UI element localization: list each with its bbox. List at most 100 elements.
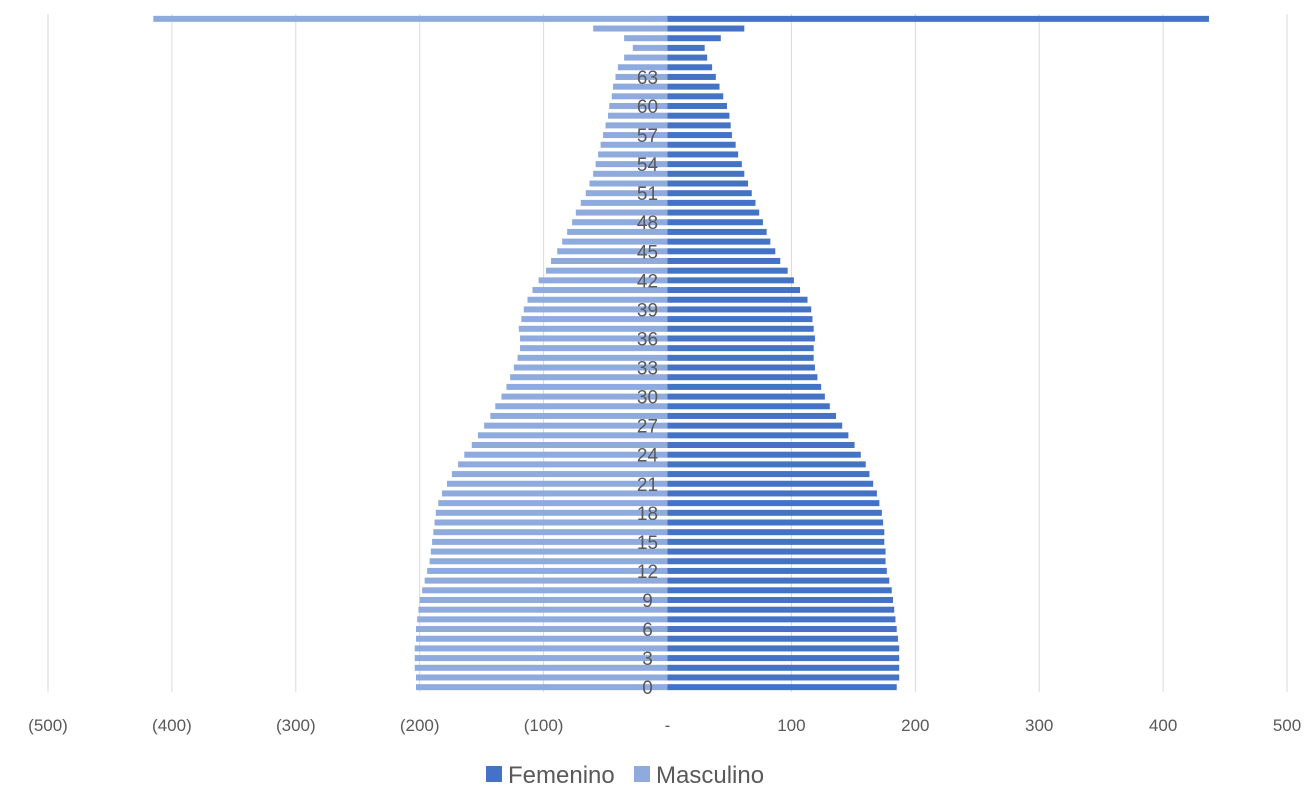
bar-femenino-36 — [667, 335, 815, 342]
category-label-15: 15 — [637, 533, 658, 554]
bar-femenino-47 — [667, 228, 767, 235]
x-tick-label-7: 200 — [901, 716, 929, 735]
bar-femenino-43 — [667, 267, 788, 274]
bar-femenino-60 — [667, 103, 727, 110]
bar-masculino-15 — [432, 538, 668, 545]
bar-masculino-62 — [612, 83, 668, 90]
bar-femenino-56 — [667, 141, 736, 148]
bar-femenino-31 — [667, 383, 822, 390]
bar-femenino-42 — [667, 277, 794, 284]
bar-femenino-68 — [667, 25, 745, 32]
bar-masculino-42 — [538, 277, 668, 284]
bar-masculino-17 — [434, 519, 668, 526]
category-label-60: 60 — [637, 97, 658, 118]
category-label-0: 0 — [642, 678, 653, 699]
bar-femenino-16 — [667, 529, 885, 536]
bar-femenino-3 — [667, 655, 900, 662]
bar-femenino-24 — [667, 451, 861, 458]
bar-masculino-6 — [415, 626, 668, 633]
category-label-30: 30 — [637, 388, 658, 409]
bar-masculino-37 — [518, 325, 668, 332]
bar-masculino-34 — [517, 354, 668, 361]
bar-masculino-23 — [458, 461, 668, 468]
bar-masculino-68 — [593, 25, 668, 32]
category-label-39: 39 — [637, 300, 658, 321]
bar-masculino-44 — [551, 257, 668, 264]
bar-masculino-26 — [477, 432, 668, 439]
bar-femenino-21 — [667, 480, 874, 487]
bar-femenino-30 — [667, 393, 825, 400]
bar-masculino-29 — [495, 403, 668, 410]
bar-masculino-3 — [414, 655, 668, 662]
category-label-54: 54 — [637, 155, 659, 176]
bar-masculino-27 — [484, 422, 668, 429]
bar-masculino-64 — [617, 64, 668, 71]
bar-femenino-65 — [667, 54, 708, 61]
bar-femenino-15 — [667, 538, 885, 545]
bar-femenino-6 — [667, 626, 897, 633]
bar-femenino-52 — [667, 180, 749, 187]
bar-masculino-22 — [451, 471, 668, 478]
bar-femenino-8 — [667, 606, 895, 613]
bar-masculino-25 — [471, 442, 668, 449]
bar-femenino-25 — [667, 442, 855, 449]
bar-femenino-57 — [667, 132, 732, 139]
x-tick-label-8: 300 — [1025, 716, 1053, 735]
category-label-63: 63 — [637, 68, 658, 89]
bar-femenino-66 — [667, 44, 705, 51]
bar-masculino-47 — [567, 228, 668, 235]
legend-swatch-femenino — [486, 766, 502, 782]
bar-masculino-19 — [438, 500, 668, 507]
bar-masculino-28 — [490, 412, 668, 419]
bar-femenino-67 — [667, 35, 721, 42]
bar-masculino-53 — [593, 170, 668, 177]
x-axis-tick-labels: (500) (400) (300) (200) (100) - 100 200 300 400 50… — [28, 716, 1301, 735]
bar-femenino-7 — [667, 616, 896, 623]
bar-femenino-51 — [667, 190, 752, 197]
bar-femenino-39 — [667, 306, 812, 313]
bar-masculino-0 — [415, 684, 668, 691]
bars — [153, 15, 1209, 691]
bar-femenino-46 — [667, 238, 771, 245]
bar-masculino-1 — [415, 674, 668, 681]
bar-masculino-61 — [611, 93, 668, 100]
bar-femenino-58 — [667, 122, 731, 129]
bar-masculino-46 — [562, 238, 668, 245]
bar-femenino-28 — [667, 412, 837, 419]
category-label-12: 12 — [637, 562, 658, 583]
bar-masculino-24 — [464, 451, 668, 458]
category-label-57: 57 — [637, 126, 658, 147]
x-tick-label-2: (300) — [276, 716, 316, 735]
bar-masculino-2 — [414, 664, 668, 671]
x-tick-label-1: (400) — [152, 716, 192, 735]
bar-masculino-56 — [600, 141, 668, 148]
bar-masculino-54 — [595, 161, 668, 168]
bar-masculino-45 — [557, 248, 668, 255]
bar-femenino-18 — [667, 509, 882, 516]
category-label-27: 27 — [637, 417, 658, 438]
bar-masculino-20 — [442, 490, 668, 497]
x-tick-label-5: - — [665, 716, 671, 735]
legend-label-masculino: Masculino — [656, 762, 764, 787]
bar-femenino-40 — [667, 296, 808, 303]
bar-femenino-44 — [667, 257, 781, 264]
bar-femenino-13 — [667, 558, 886, 565]
bar-femenino-45 — [667, 248, 776, 255]
bar-masculino-8 — [418, 606, 668, 613]
bar-masculino-49 — [575, 209, 668, 216]
bar-femenino-50 — [667, 199, 756, 206]
bar-femenino-23 — [667, 461, 866, 468]
bar-masculino-30 — [501, 393, 668, 400]
category-label-24: 24 — [637, 446, 659, 467]
bar-masculino-51 — [585, 190, 668, 197]
bar-masculino-14 — [430, 548, 668, 555]
bar-masculino-16 — [433, 529, 668, 536]
bar-femenino-12 — [667, 567, 887, 574]
bar-femenino-53 — [667, 170, 745, 177]
bar-femenino-11 — [667, 577, 890, 584]
bar-femenino-1 — [667, 674, 900, 681]
category-label-48: 48 — [637, 213, 658, 234]
category-label-45: 45 — [637, 242, 658, 263]
bar-masculino-57 — [603, 132, 668, 139]
